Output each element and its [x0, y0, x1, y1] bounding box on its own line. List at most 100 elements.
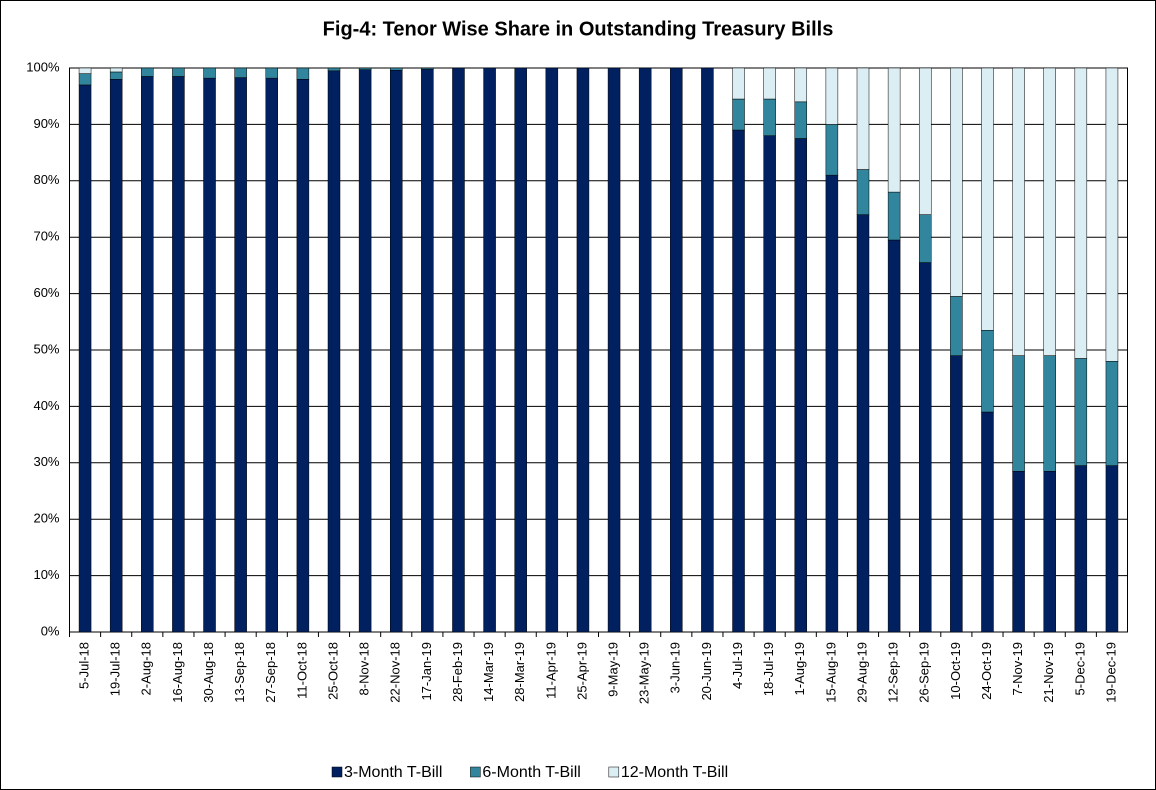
x-tick-label: 13-Sep-18: [232, 642, 247, 703]
bar-segment: [763, 135, 776, 633]
x-tick-label: 19-Dec-19: [1103, 642, 1118, 703]
bar-segment: [296, 67, 310, 80]
x-tick-label: 22-Nov-18: [388, 642, 403, 703]
bar-segment: [203, 77, 216, 633]
bar-segment: [1074, 67, 1088, 359]
x-tick-label: 25-Apr-19: [574, 642, 589, 700]
x-tick-label: 17-Jan-19: [419, 642, 434, 701]
x-tick-label: 16-Aug-18: [170, 642, 185, 703]
bar-segment: [109, 71, 123, 80]
bar-segment: [141, 67, 154, 77]
chart-title: Fig-4: Tenor Wise Share in Outstanding T…: [323, 18, 834, 40]
x-tick-label: 12-Sep-19: [886, 642, 901, 703]
bar-segment: [78, 73, 92, 86]
bar-segment: [1043, 67, 1056, 356]
x-tick-label: 30-Aug-18: [201, 642, 216, 703]
bar-segment: [918, 67, 932, 215]
bar-segment: [794, 67, 808, 103]
bar-segment: [1043, 471, 1056, 633]
bar-segment: [78, 84, 92, 633]
bar-segment: [172, 76, 185, 633]
bar-segment: [1105, 465, 1119, 633]
bar-segment: [109, 67, 123, 73]
y-tick-label: 40%: [33, 398, 59, 413]
bar-segment: [1012, 355, 1025, 472]
x-tick-label: 1-Aug-19: [792, 642, 807, 695]
bar-segment: [950, 67, 963, 297]
bar-segment: [327, 70, 341, 633]
y-tick-label: 30%: [33, 454, 59, 469]
bar-segment: [856, 67, 870, 170]
x-tick-label: 4-Jul-19: [730, 642, 745, 689]
x-tick-label: 27-Sep-18: [263, 642, 278, 703]
bar-segment: [670, 67, 683, 633]
x-tick-label: 24-Oct-19: [979, 642, 994, 700]
bar-segment: [825, 124, 839, 176]
bar-segment: [514, 67, 527, 633]
y-tick-label: 90%: [33, 116, 59, 131]
bar-segment: [918, 214, 932, 263]
bar-segment: [794, 101, 808, 139]
x-tick-label: 18-Jul-19: [761, 642, 776, 696]
x-tick-label: 19-Jul-18: [108, 642, 123, 696]
legend-swatch: [331, 766, 343, 778]
y-tick-label: 100%: [26, 59, 60, 74]
bar-segment: [1012, 471, 1025, 633]
bar-segment: [234, 67, 247, 78]
bar-segment: [358, 69, 372, 633]
y-tick-label: 0%: [41, 623, 60, 638]
x-tick-label: 7-Nov-19: [1010, 642, 1025, 695]
bar-segment: [950, 355, 963, 633]
bar-segment: [981, 411, 994, 633]
bar-segment: [794, 138, 808, 633]
x-tick-label: 15-Aug-19: [823, 642, 838, 703]
bar-segment: [1012, 67, 1025, 356]
x-tick-label: 10-Oct-19: [948, 642, 963, 700]
x-tick-label: 28-Feb-19: [450, 642, 465, 702]
bar-segment: [981, 330, 994, 413]
x-tick-label: 2-Aug-18: [139, 642, 154, 695]
bar-segment: [172, 67, 185, 77]
bar-segment: [234, 77, 247, 633]
x-tick-label: 25-Oct-18: [325, 642, 340, 700]
y-tick-label: 10%: [33, 567, 59, 582]
bar-segment: [327, 67, 341, 72]
bar-segment: [732, 67, 745, 100]
bar-segment: [421, 68, 434, 633]
x-tick-label: 11-Oct-18: [294, 642, 309, 699]
bar-segment: [203, 67, 216, 79]
bar-segment: [607, 67, 621, 633]
bar-segment: [1105, 361, 1119, 466]
bar-segment: [887, 239, 901, 633]
bar-segment: [763, 67, 776, 100]
x-tick-label: 29-Aug-19: [854, 642, 869, 703]
bar-segment: [732, 129, 745, 633]
bar-segment: [296, 79, 310, 633]
bar-segment: [701, 67, 714, 633]
y-tick-label: 20%: [33, 511, 59, 526]
bar-segment: [887, 191, 901, 241]
y-tick-label: 50%: [33, 341, 59, 356]
bar-segment: [950, 296, 963, 356]
bar-segment: [141, 76, 154, 633]
bar-segment: [981, 67, 994, 331]
x-tick-label: 14-Mar-19: [481, 642, 496, 702]
bar-segment: [825, 67, 839, 125]
bar-segment: [638, 67, 652, 633]
bar-segment: [452, 67, 465, 633]
x-tick-label: 23-May-19: [637, 642, 652, 704]
x-tick-label: 5-Dec-19: [1072, 642, 1087, 695]
bar-segment: [389, 70, 403, 633]
legend-swatch: [470, 766, 481, 778]
bar-segment: [825, 174, 839, 633]
bar-segment: [109, 79, 123, 633]
y-tick-label: 70%: [33, 229, 59, 244]
bar-segment: [576, 67, 590, 633]
bar-segment: [1074, 358, 1088, 466]
bar-segment: [265, 77, 279, 633]
bar-segment: [421, 67, 434, 70]
bar-segment: [856, 169, 870, 215]
legend-swatch: [608, 766, 620, 778]
x-tick-label: 21-Nov-19: [1041, 642, 1056, 703]
